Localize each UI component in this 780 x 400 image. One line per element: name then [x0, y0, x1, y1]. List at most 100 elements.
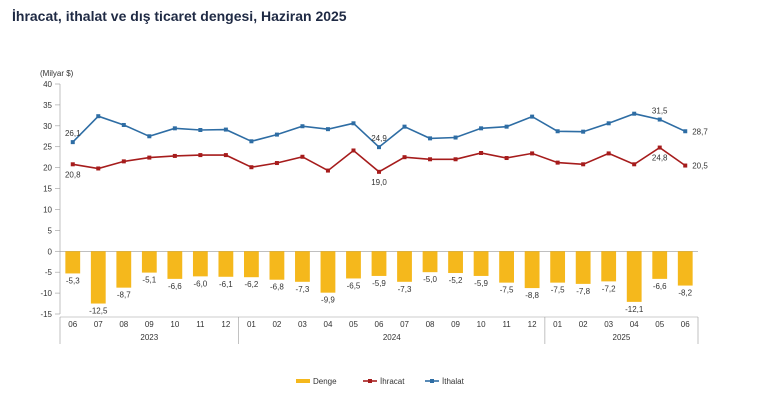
line-data-label-ithalat: 24,9	[371, 134, 387, 143]
y-tick-label: 5	[48, 226, 53, 235]
bar-denge	[626, 251, 642, 302]
bar-data-label: -7,8	[576, 287, 590, 296]
bar-denge	[243, 251, 259, 278]
point-ithalat	[325, 127, 330, 132]
bar-data-label: -6,5	[347, 281, 361, 290]
x-tick-label: 12	[221, 320, 230, 329]
bar-data-label: -6,0	[193, 279, 207, 288]
point-ithalat	[530, 114, 535, 119]
legend-label-ihracat: İhracat	[380, 377, 405, 386]
point-ihracat	[147, 155, 152, 160]
point-ihracat	[325, 168, 330, 173]
bar-denge	[550, 251, 566, 283]
point-ithalat	[683, 129, 688, 134]
x-tick-label: 03	[298, 320, 307, 329]
line-data-label-ithalat: 28,7	[692, 127, 708, 136]
bar-data-label: -7,3	[398, 285, 412, 294]
point-ihracat	[555, 160, 560, 165]
bar-data-label: -6,6	[653, 282, 667, 291]
x-tick-label: 06	[68, 320, 77, 329]
line-data-label-ithalat: 26,1	[65, 129, 81, 138]
point-ihracat	[453, 157, 458, 162]
legend-label-ithalat: İthalat	[442, 377, 465, 386]
bar-denge	[575, 251, 591, 284]
x-tick-label: 09	[145, 320, 154, 329]
x-tick-label: 01	[247, 320, 256, 329]
point-ithalat	[96, 114, 101, 119]
y-tick-label: -15	[40, 310, 52, 319]
y-tick-label: 25	[43, 143, 52, 152]
point-ihracat	[377, 169, 381, 174]
bar-denge	[499, 251, 515, 283]
point-ithalat	[147, 134, 152, 139]
point-ihracat	[274, 161, 279, 166]
bar-data-label: -6,8	[270, 283, 284, 292]
year-label: 2024	[383, 333, 401, 342]
bar-denge	[192, 251, 208, 277]
point-ithalat	[428, 136, 433, 141]
x-tick-label: 04	[324, 320, 333, 329]
y-tick-label: 30	[43, 122, 52, 131]
bar-denge	[218, 251, 234, 277]
x-tick-label: 06	[375, 320, 384, 329]
bar-denge	[448, 251, 463, 274]
line-data-label-ihracat: 20,5	[692, 162, 708, 171]
x-tick-label: 02	[272, 320, 281, 329]
x-tick-label: 11	[502, 320, 511, 329]
y-tick-label: -5	[45, 268, 53, 277]
bar-denge	[397, 251, 412, 282]
bar-data-label: -12,5	[89, 307, 108, 316]
bar-data-label: -8,7	[117, 291, 131, 300]
bar-denge	[65, 251, 81, 274]
point-ihracat	[504, 156, 509, 161]
point-ithalat	[453, 135, 458, 140]
x-tick-label: 06	[681, 320, 690, 329]
point-ihracat	[351, 148, 356, 153]
y-tick-label: 0	[48, 247, 53, 256]
bar-data-label: -5,2	[449, 276, 463, 285]
bar-data-label: -8,2	[678, 289, 692, 298]
y-tick-label: 10	[43, 205, 52, 214]
point-ihracat	[581, 162, 586, 167]
bar-data-label: -6,1	[219, 280, 233, 289]
x-tick-label: 07	[94, 320, 103, 329]
bar-denge	[295, 251, 310, 282]
point-ihracat	[70, 162, 75, 167]
legend-label-denge: Denge	[313, 377, 337, 386]
point-ihracat	[606, 151, 611, 156]
bar-denge	[524, 251, 540, 289]
x-tick-label: 08	[426, 320, 435, 329]
point-ihracat	[530, 151, 535, 156]
bar-denge	[422, 251, 438, 273]
point-ihracat	[428, 157, 433, 162]
point-ihracat	[121, 159, 126, 164]
x-tick-label: 09	[451, 320, 460, 329]
bar-denge	[677, 251, 693, 286]
point-ithalat	[223, 127, 228, 132]
bar-denge	[320, 251, 336, 293]
point-ithalat	[555, 129, 560, 134]
legend-marker-ihracat	[368, 379, 372, 383]
year-label: 2025	[613, 333, 631, 342]
bar-data-label: -12,1	[625, 305, 644, 314]
point-ithalat	[657, 117, 662, 122]
bar-denge	[346, 251, 361, 279]
point-ihracat	[657, 145, 662, 150]
y-tick-label: 40	[43, 80, 52, 89]
point-ithalat	[172, 126, 177, 131]
bar-denge	[116, 251, 132, 288]
y-axis-label: (Milyar $)	[40, 69, 74, 78]
point-ithalat	[351, 121, 356, 126]
point-ithalat	[198, 128, 203, 132]
line-data-label-ithalat: 31,5	[652, 107, 668, 116]
line-ihracat	[72, 146, 686, 173]
point-ithalat	[479, 126, 484, 131]
bar-data-label: -9,9	[321, 296, 335, 305]
bar-data-label: -6,2	[245, 280, 259, 289]
bar-data-label: -7,3	[296, 285, 310, 294]
legend-marker-ithalat	[430, 379, 434, 383]
x-tick-label: 01	[553, 320, 562, 329]
point-ithalat	[70, 140, 75, 145]
point-ithalat	[249, 139, 254, 144]
